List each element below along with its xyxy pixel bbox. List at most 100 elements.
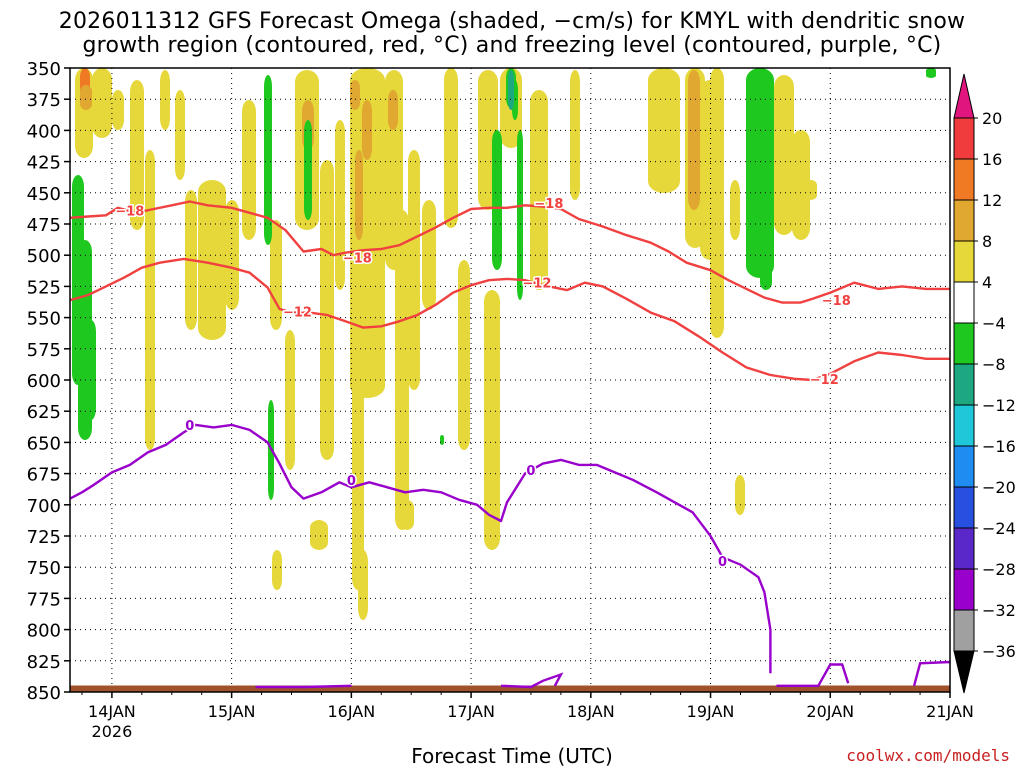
y-tick-label: 650 — [27, 433, 61, 454]
colorbar-label: −24 — [982, 519, 1016, 538]
x-tick-label: 19JAN — [687, 702, 735, 721]
omega-shade-cell — [310, 520, 328, 550]
freezing-level-fragment — [255, 684, 352, 689]
x-tick-label: 17JAN — [447, 702, 495, 721]
y-tick-label: 425 — [27, 153, 61, 174]
omega-shade-cell — [774, 75, 794, 235]
chart-title-line-2: growth region (contoured, red, °C) and f… — [82, 33, 942, 58]
contour-label: −18 — [343, 252, 372, 267]
y-tick-label: 700 — [27, 496, 61, 517]
omega-shade-cell — [508, 70, 514, 110]
omega-shade-cell — [355, 150, 363, 240]
freezing-level-fragment — [912, 660, 950, 687]
colorbar-label: −36 — [982, 642, 1016, 661]
omega-shade-cell — [408, 150, 420, 390]
x-tick-sublabel: 2026 — [92, 722, 133, 741]
omega-shade-cell — [225, 200, 239, 310]
omega-shade-cell — [362, 100, 372, 160]
omega-shade-cell — [160, 70, 170, 130]
chart-title-line-1: 2026011312 GFS Forecast Omega (shaded, −… — [58, 9, 966, 34]
y-tick-label: 675 — [27, 465, 61, 486]
omega-shade-cell — [458, 260, 470, 450]
omega-shade-cell — [112, 90, 124, 130]
y-tick-label: 800 — [27, 621, 61, 642]
colorbar-label: −20 — [982, 478, 1016, 497]
dgz-contour-line — [70, 257, 950, 382]
colorbar-label: −16 — [982, 437, 1016, 456]
contour-label: −12 — [810, 373, 839, 388]
colorbar-bin — [953, 281, 975, 324]
colorbar-top-arrow — [953, 73, 975, 119]
omega-shade-cell — [145, 150, 155, 450]
terrain-band — [70, 685, 950, 692]
omega-shade-cell — [335, 120, 345, 290]
freezing-level-contour-line — [70, 423, 772, 674]
contour-lines: −18 −18 −18 −18 −12 −12 −12 0 0 0 0 — [70, 195, 950, 689]
omega-shade-cell — [388, 90, 398, 130]
y-tick-label: 400 — [27, 121, 61, 142]
omega-shade-cell — [80, 85, 92, 110]
y-tick-label: 550 — [27, 309, 61, 330]
axes: 350 375 400 425 450 475 500 525 550 575 600 625 650 6… — [27, 59, 974, 741]
y-tick-label: 600 — [27, 371, 61, 392]
omega-shade-cell — [285, 330, 295, 470]
terrain-fill — [70, 685, 950, 692]
y-tick-label: 575 — [27, 340, 61, 361]
omega-shade-cell — [320, 160, 334, 460]
contour-label: −18 — [115, 204, 144, 219]
y-tick-label: 450 — [27, 184, 61, 205]
omega-shade-cell — [242, 100, 256, 240]
colorbar-bin — [953, 199, 975, 242]
colorbar-label: 8 — [982, 232, 992, 251]
colorbar-bin — [953, 117, 975, 160]
colorbar-label: −28 — [982, 560, 1016, 579]
x-tick-label: 15JAN — [208, 702, 256, 721]
y-tick-label: 750 — [27, 558, 61, 579]
omega-shade-cell — [760, 260, 772, 290]
colorbar-bin — [953, 363, 975, 406]
omega-shade-cell — [688, 70, 700, 210]
y-tick-label: 500 — [27, 246, 61, 267]
colorbar-label: 16 — [982, 150, 1002, 169]
colorbar-label: 12 — [982, 191, 1002, 210]
omega-shade-cell — [710, 68, 724, 338]
colorbar-bin — [953, 158, 975, 201]
y-tick-label: 775 — [27, 589, 61, 610]
y-tick-label: 825 — [27, 652, 61, 673]
colorbar-bin — [953, 609, 975, 652]
contour-label: −12 — [283, 305, 312, 320]
omega-shade-cell — [92, 68, 112, 138]
omega-shade-cell — [648, 68, 680, 193]
contour-label: 0 — [347, 474, 356, 489]
y-tick-label: 625 — [27, 402, 61, 423]
x-tick-label: 14JAN — [88, 702, 136, 721]
y-tick-label: 850 — [27, 683, 61, 704]
colorbar-label: 4 — [982, 273, 992, 292]
omega-shade-cell — [530, 90, 548, 290]
colorbar-bin — [953, 322, 975, 365]
omega-shade-cell — [358, 550, 368, 620]
omega-shade-cell — [304, 120, 312, 220]
colorbar-label: −4 — [982, 314, 1006, 333]
y-tick-label: 375 — [27, 90, 61, 111]
contour-label: 0 — [185, 419, 194, 434]
colorbar-bin — [953, 240, 975, 283]
colorbar-bin — [953, 486, 975, 529]
omega-shade-cell — [926, 68, 936, 78]
omega-shade-cell — [805, 180, 817, 200]
contour-label: 0 — [718, 555, 727, 570]
colorbar: 20 16 12 8 4 −4 −8 −12 −16 −20 −24 −28 −32 −36 — [953, 73, 1016, 694]
omega-shade-cell — [400, 500, 414, 530]
y-tick-label: 525 — [27, 277, 61, 298]
y-tick-label: 725 — [27, 527, 61, 548]
freezing-level-fragment — [500, 672, 564, 689]
colorbar-bottom-arrow — [953, 650, 975, 694]
y-tick-label: 475 — [27, 215, 61, 236]
contour-label: −18 — [822, 294, 851, 309]
colorbar-label: 20 — [982, 109, 1002, 128]
omega-shade-cell — [730, 180, 740, 240]
omega-shade-cell — [484, 290, 500, 550]
omega-shade-cell — [735, 475, 745, 515]
colorbar-bin — [953, 527, 975, 570]
